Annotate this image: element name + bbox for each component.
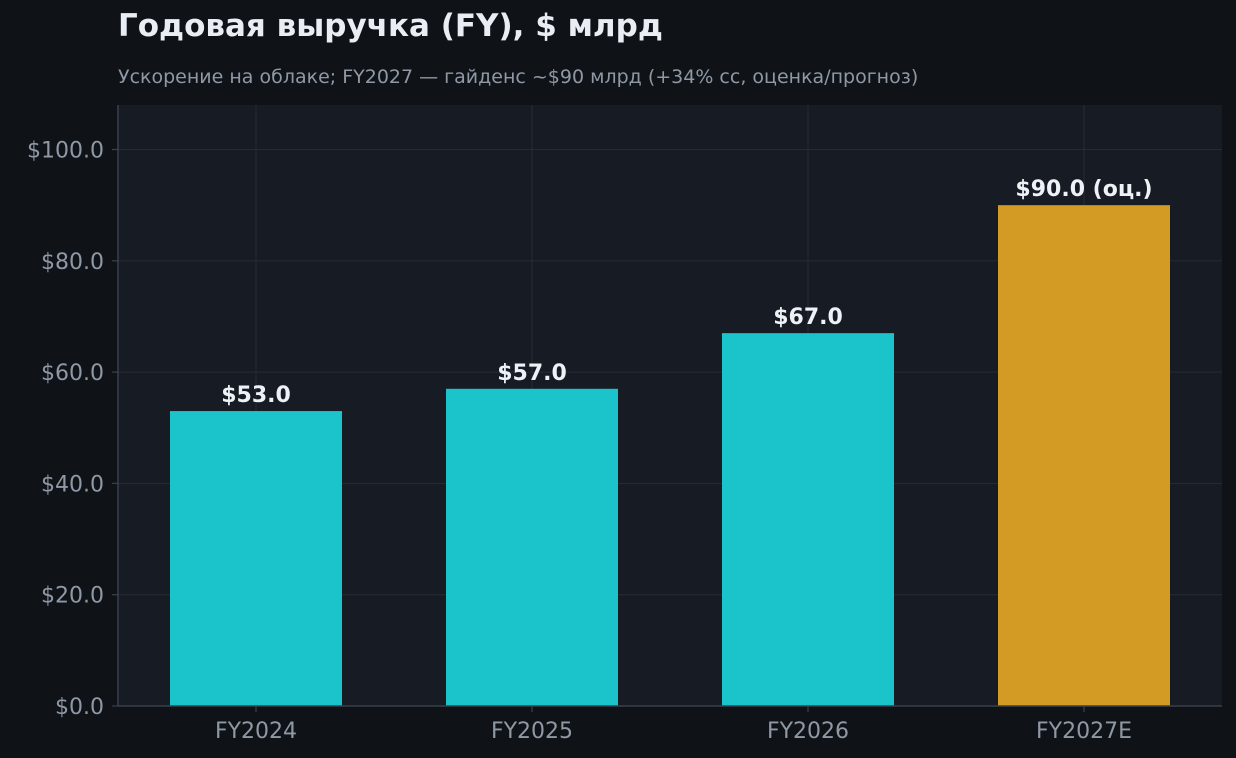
y-tick-label: $60.0 <box>41 361 104 386</box>
x-tick-label: FY2025 <box>491 719 573 744</box>
bar-value-label: $53.0 <box>221 383 291 408</box>
bar <box>170 411 342 706</box>
bar <box>722 333 894 706</box>
x-tick-label: FY2024 <box>215 719 297 744</box>
y-tick-label: $80.0 <box>41 250 104 275</box>
bar-value-label: $67.0 <box>773 305 843 330</box>
chart-title: Годовая выручка (FY), $ млрд <box>118 8 663 44</box>
axes: $0.0 $20.0 $40.0 $60.0 $80.0 $100.0 FY2024 FY20… <box>27 105 1222 744</box>
chart-subtitle: Ускорение на облаке; FY2027 — гайденс ~$… <box>118 66 919 88</box>
bar-value-label: $90.0 (оц.) <box>1015 177 1152 202</box>
y-tick-label: $100.0 <box>27 139 104 164</box>
value-labels: $53.0 $57.0 $67.0 $90.0 (оц.) <box>221 177 1152 408</box>
bar <box>446 388 618 706</box>
x-tick-label: FY2027E <box>1036 719 1132 744</box>
y-tick-label: $20.0 <box>41 584 104 609</box>
bars <box>170 205 1170 706</box>
y-tick-label: $40.0 <box>41 472 104 497</box>
x-tick-label: FY2026 <box>767 719 849 744</box>
bar-value-label: $57.0 <box>497 361 567 386</box>
bar-estimate <box>998 205 1170 706</box>
y-tick-label: $0.0 <box>55 695 104 720</box>
